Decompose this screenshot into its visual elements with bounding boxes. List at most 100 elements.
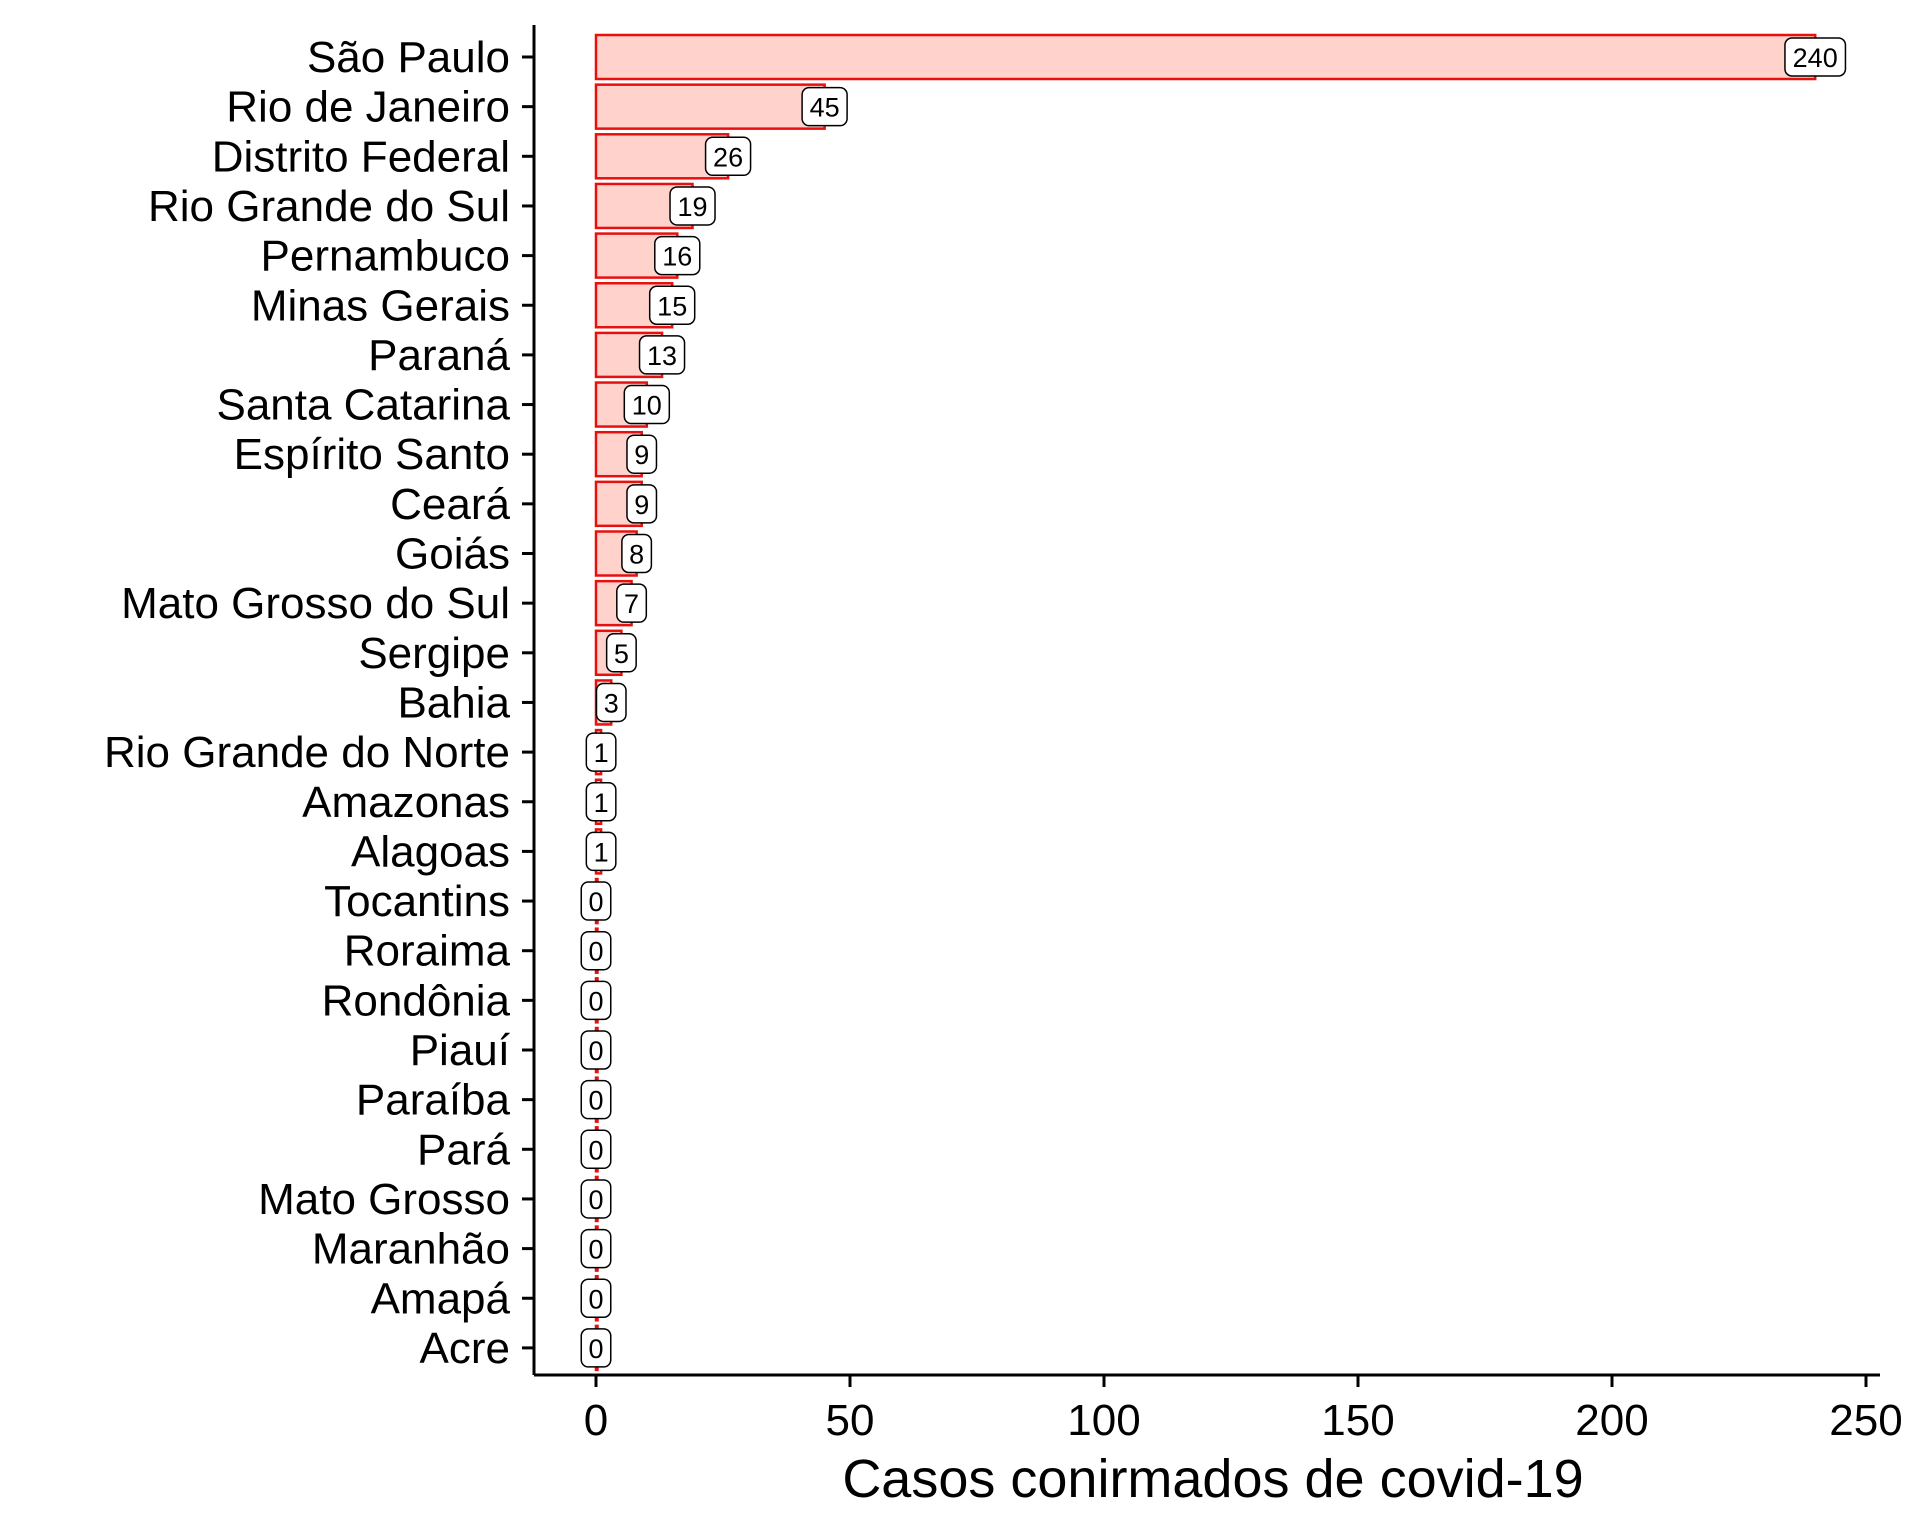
data-label-box [704,136,752,177]
y-tick-label: Mato Grosso do Sul [121,579,510,628]
y-tick-label: Rio de Janeiro [226,83,510,132]
data-label-text: 0 [588,986,603,1016]
x-tick-label: 200 [1575,1396,1648,1445]
data-label: 16 [654,235,701,276]
x-tick-label: 0 [584,1396,608,1445]
y-tick-label: Paraná [368,331,510,380]
x-tick-label: 100 [1067,1396,1140,1445]
data-label-text: 5 [614,639,629,669]
y-tick-label: Acre [420,1324,510,1373]
data-label: 0 [580,930,612,971]
data-label-text: 15 [657,291,687,321]
data-label: 8 [621,533,653,574]
y-tick-label: Amapá [371,1274,511,1323]
x-axis-ticks: 0 50 100 150 200 250 [584,1375,1903,1445]
y-tick-label: Pernambuco [261,232,510,281]
data-label-text: 0 [588,1036,603,1066]
data-label: 9 [626,434,658,474]
data-label: 0 [580,1278,612,1318]
y-tick-label: Paraíba [356,1076,511,1125]
y-tick-label: Santa Catarina [216,381,510,430]
data-label: 0 [580,1079,612,1120]
y-tick-label: Piauí [410,1026,511,1075]
data-label-box [616,583,648,623]
y-tick-label: Minas Gerais [251,281,510,330]
data-label: 5 [605,633,637,673]
data-label: 19 [669,186,716,226]
data-label-text: 1 [594,738,609,768]
data-label-box [1784,37,1847,77]
y-tick-label: Espírito Santo [234,430,510,479]
y-tick-label: Pará [417,1125,510,1174]
data-label-text: 13 [647,341,677,371]
data-label-text: 26 [713,142,743,172]
data-label-box [626,484,658,524]
data-label: 1 [585,831,617,872]
data-label-text: 8 [629,540,644,570]
data-label-box [669,186,716,226]
data-label-box [580,1328,612,1368]
data-label-text: 0 [588,1185,603,1215]
data-label: 0 [580,980,612,1021]
data-label: 10 [623,384,671,425]
data-label: 0 [580,881,612,921]
data-label: 0 [580,1129,612,1170]
y-tick-label: Bahia [397,678,510,727]
data-label: 0 [580,1030,612,1070]
bar [594,33,1817,81]
data-label-text: 0 [588,1334,603,1364]
data-label-text: 9 [634,440,649,470]
data-label-box [580,1228,612,1269]
data-label-text: 1 [594,788,609,818]
data-label-box [605,633,637,673]
data-label-box [638,335,686,375]
y-tick-label: Amazonas [302,778,510,827]
x-axis-title: Casos conirmados de covid-19 [842,1449,1583,1509]
x-tick-label: 50 [826,1396,875,1445]
data-label-text: 10 [632,391,662,421]
y-tick-label: Rondônia [322,976,511,1025]
data-label-box [585,831,617,872]
data-label-box [580,1079,612,1120]
data-label-box [595,682,627,723]
data-label: 0 [580,1328,612,1368]
data-label: 1 [585,732,617,772]
data-label-text: 0 [588,1284,603,1314]
data-label-box [580,1278,612,1318]
data-label-text: 9 [634,490,649,520]
data-label-text: 45 [810,93,840,123]
y-tick-label: Maranhão [312,1225,510,1274]
data-label-text: 240 [1793,43,1838,73]
data-label-box [621,533,653,574]
data-label-text: 0 [588,1135,603,1165]
data-label: 13 [638,335,686,375]
data-label-box [580,1129,612,1170]
data-label-text: 1 [594,837,609,867]
y-tick-label: Distrito Federal [212,132,510,181]
y-tick-label: Roraima [344,927,511,976]
data-label: 26 [704,136,752,177]
data-label: 0 [580,1179,612,1219]
data-label-box [580,881,612,921]
data-label: 9 [626,484,658,524]
data-label-text: 0 [588,1086,603,1116]
data-label-box [580,930,612,971]
data-label-text: 0 [588,887,603,917]
y-tick-label: Alagoas [351,827,510,876]
data-label: 3 [595,682,627,723]
bar [594,83,826,130]
y-tick-label: Mato Grosso [258,1175,510,1224]
y-tick-label: Rio Grande do Sul [148,182,510,231]
x-tick-label: 250 [1829,1396,1902,1445]
bars-layer [594,33,1817,1372]
y-tick-label: São Paulo [307,33,510,82]
data-label-text: 0 [588,937,603,967]
data-label: 0 [580,1228,612,1269]
data-label-box [585,732,617,772]
data-label-box [585,782,617,822]
data-label: 15 [648,285,696,325]
data-label-box [580,1179,612,1219]
